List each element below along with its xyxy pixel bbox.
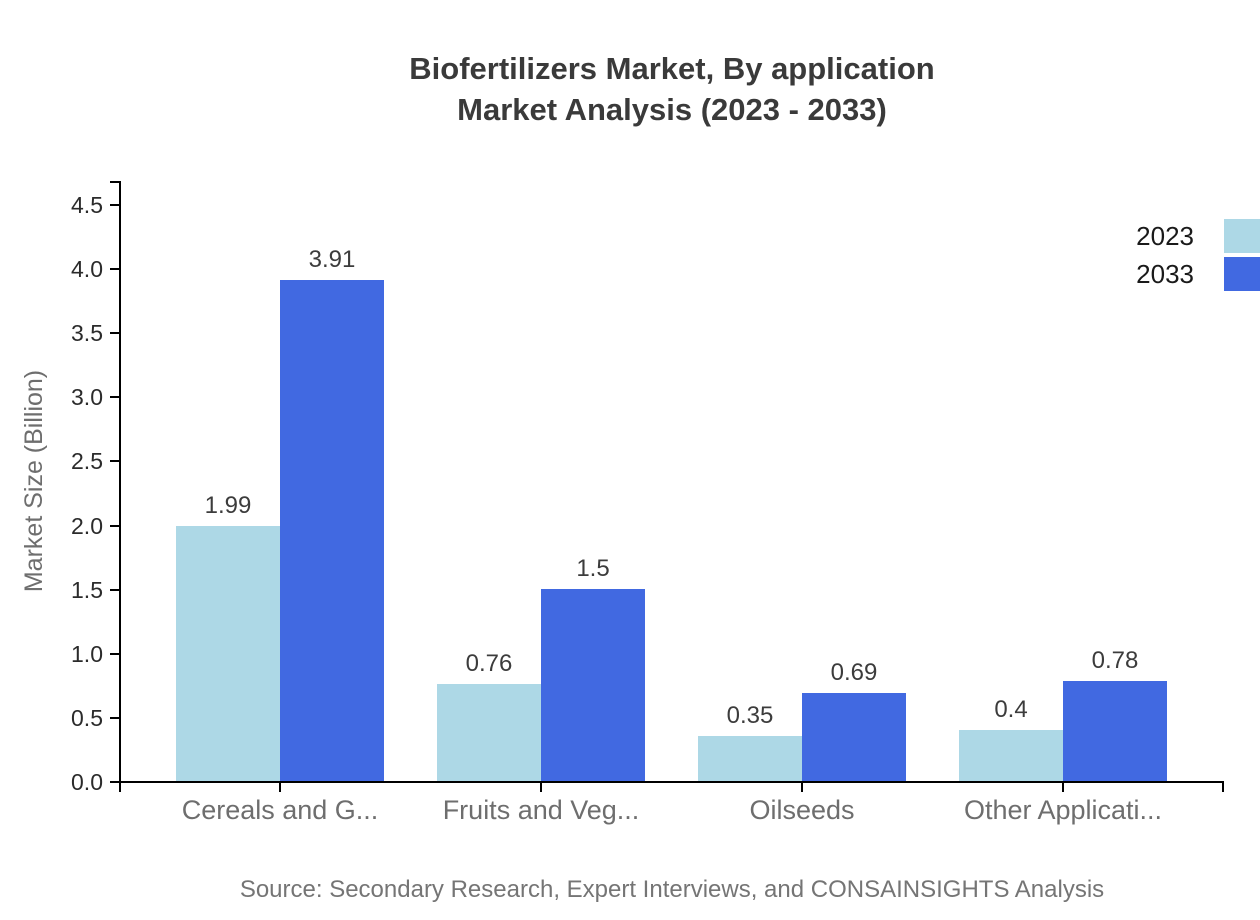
y-tick-label: 1.5	[71, 576, 103, 603]
chart-title-line-2: Market Analysis (2023 - 2033)	[457, 92, 887, 127]
bar-2023	[959, 729, 1063, 781]
legend-swatch-2023	[1224, 219, 1260, 253]
chart-title-line-1: Biofertilizers Market, By application	[409, 51, 935, 86]
x-tick	[279, 783, 281, 792]
y-tick-label: 4.0	[71, 256, 103, 283]
legend-label-2023: 2023	[1136, 220, 1194, 251]
y-tick	[110, 716, 119, 719]
x-category-label: Oilseeds	[749, 795, 855, 825]
x-tick	[540, 783, 542, 792]
y-tick	[110, 332, 119, 335]
y-tick-label: 0.0	[71, 769, 103, 795]
bar-2033	[802, 692, 906, 781]
bar-2023	[698, 736, 802, 781]
y-tick	[110, 588, 119, 591]
y-tick-label: 0.5	[71, 704, 103, 731]
y-tick	[110, 268, 119, 271]
x-category-label: Fruits and Veg...	[442, 795, 640, 825]
x-axis-end-tick	[119, 783, 121, 792]
y-tick-label: 3.5	[71, 320, 103, 347]
bar-value-label: 0.78	[1091, 646, 1139, 674]
bar-value-label: 1.99	[204, 491, 252, 519]
y-tick-label: 1.0	[71, 640, 103, 667]
legend: 2023 2033	[1136, 219, 1260, 291]
x-tick	[801, 783, 803, 792]
y-tick-label: 2.0	[71, 512, 103, 539]
y-tick-label: 4.5	[71, 192, 103, 218]
x-axis-spine	[119, 781, 1224, 783]
bar-2033	[280, 279, 384, 781]
bar-2023	[176, 525, 280, 781]
legend-label-2033: 2033	[1136, 258, 1194, 289]
x-category-label: Other Applicati...	[963, 795, 1163, 825]
legend-swatch-2033	[1224, 257, 1260, 291]
bar-2033	[541, 588, 645, 781]
legend-item-2033: 2033	[1136, 257, 1260, 291]
x-axis-end-tick	[1222, 783, 1224, 792]
y-tick	[110, 204, 119, 206]
bar-value-label: 3.91	[308, 245, 356, 273]
bar-value-label: 0.35	[726, 702, 774, 730]
y-tick-label: 2.5	[71, 448, 103, 475]
bar-value-label: 0.76	[465, 649, 513, 677]
y-tick	[110, 652, 119, 655]
y-tick	[110, 396, 119, 399]
y-axis-end-tick	[110, 181, 119, 183]
y-axis-spine	[119, 181, 121, 783]
y-tick	[110, 781, 119, 783]
x-tick	[1062, 783, 1064, 792]
y-tick-label: 3.0	[71, 384, 103, 411]
source-note: Source: Secondary Research, Expert Inter…	[239, 876, 1105, 903]
bar-2023	[437, 683, 541, 781]
bar-2033	[1063, 680, 1167, 781]
y-tick	[110, 524, 119, 527]
legend-item-2023: 2023	[1136, 219, 1260, 253]
bar-value-label: 0.4	[994, 695, 1028, 723]
bar-value-label: 1.5	[576, 554, 610, 582]
chart-title: Biofertilizers Market, By application Ma…	[120, 48, 1224, 130]
y-tick	[110, 460, 119, 463]
x-category-label: Cereals and G...	[181, 795, 379, 825]
bar-value-label: 0.69	[830, 658, 878, 686]
